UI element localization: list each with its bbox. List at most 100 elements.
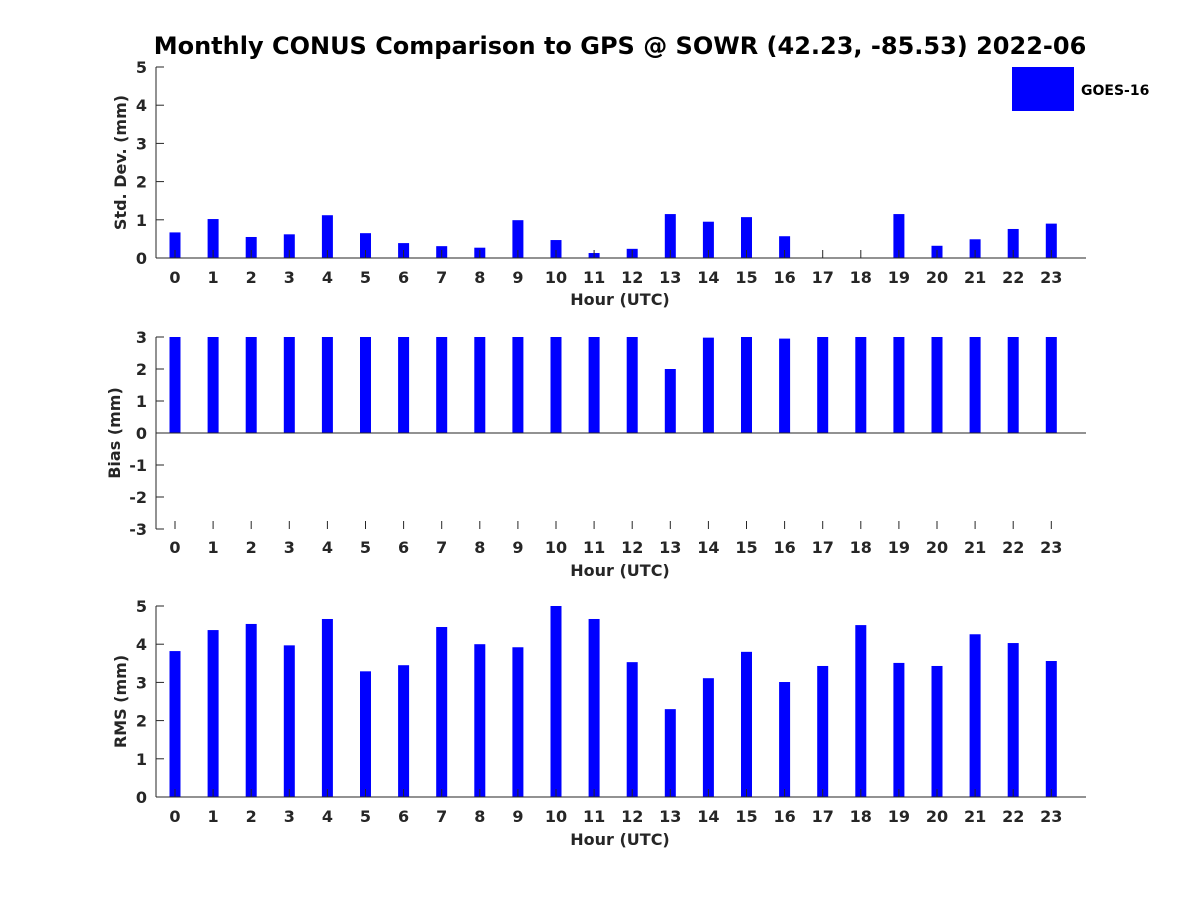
x-tick-label-panel1-14: 14: [697, 268, 719, 287]
bar-panel3-hour-10: [550, 606, 562, 797]
y-tick-label-panel2-0: 0: [136, 424, 147, 443]
x-tick-label-panel1-2: 2: [246, 268, 257, 287]
bar-panel2-hour-8: [474, 337, 486, 433]
x-tick-label-panel1-12: 12: [621, 268, 643, 287]
chart-legend: GOES-16: [1012, 67, 1149, 111]
bar-panel1-hour-0: [169, 232, 181, 258]
x-tick-label-panel3-23: 23: [1040, 807, 1062, 826]
x-tick-label-panel1-22: 22: [1002, 268, 1024, 287]
bar-panel1-hour-19: [893, 214, 905, 258]
x-tick-label-panel3-16: 16: [773, 807, 795, 826]
x-tick-label-panel1-17: 17: [812, 268, 834, 287]
bar-panel3-hour-16: [779, 682, 791, 797]
panel-3: 0 1 2 3 4 5 6 7 8 9 10 11 12 13 14 15 16 17 18 19 20 21 22 2301…: [111, 597, 1086, 849]
x-tick-label-panel3-20: 20: [926, 807, 948, 826]
bar-panel1-hour-15: [741, 217, 752, 258]
bar-panel1-hour-3: [283, 234, 295, 258]
bar-panel3-hour-20: [931, 665, 943, 797]
bar-panel3-hour-23: [1045, 661, 1057, 797]
x-tick-label-panel2-17: 17: [812, 538, 834, 557]
x-tick-label-panel2-8: 8: [474, 538, 485, 557]
bar-panel3-hour-21: [969, 634, 981, 797]
x-tick-label-panel1-13: 13: [659, 268, 681, 287]
x-tick-label-panel2-19: 19: [888, 538, 910, 557]
bar-panel3-hour-15: [741, 651, 752, 797]
x-tick-label-panel3-10: 10: [545, 807, 567, 826]
y-tick-label-panel1-0: 0: [136, 249, 147, 268]
bar-panel2-hour-22: [1007, 337, 1019, 433]
x-tick-label-panel1-16: 16: [773, 268, 795, 287]
y-tick-label-panel3-0: 0: [136, 788, 147, 807]
bar-panel2-hour-11: [588, 337, 600, 433]
x-tick-label-panel2-13: 13: [659, 538, 681, 557]
x-tick-label-panel2-15: 15: [735, 538, 757, 557]
bar-panel2-hour-3: [283, 337, 295, 433]
x-tick-label-panel1-3: 3: [284, 268, 295, 287]
x-tick-label-panel1-10: 10: [545, 268, 567, 287]
x-tick-label-panel3-4: 4: [322, 807, 333, 826]
bar-panel2-hour-6: [398, 337, 410, 433]
bar-panel1-hour-23: [1045, 223, 1057, 258]
bar-panel2-hour-18: [855, 337, 867, 433]
y-tick-label-panel1-4: 4: [136, 96, 147, 115]
x-tick-label-panel3-17: 17: [812, 807, 834, 826]
bar-panel2-hour-16: [779, 338, 791, 433]
x-axis-label-panel-2: Hour (UTC): [570, 561, 670, 580]
bar-panel3-hour-3: [283, 645, 295, 797]
x-tick-label-panel2-7: 7: [436, 538, 447, 557]
y-tick-label-panel3-4: 4: [136, 635, 147, 654]
x-tick-label-panel3-8: 8: [474, 807, 485, 826]
bar-panel2-hour-14: [702, 337, 714, 433]
x-tick-label-panel3-14: 14: [697, 807, 719, 826]
y-tick-label-panel1-5: 5: [136, 58, 147, 77]
y-tick-label-panel3-1: 1: [136, 750, 147, 769]
panel-1: 0 1 2 3 4 5 6 7 8 9 10 11 12 13 14 15 16 17 18 19 20 21 22 2301…: [111, 58, 1086, 309]
x-tick-label-panel2-21: 21: [964, 538, 986, 557]
x-tick-label-panel1-0: 0: [169, 268, 180, 287]
x-tick-label-panel2-14: 14: [697, 538, 719, 557]
bar-panel2-hour-0: [169, 337, 181, 433]
x-tick-label-panel2-12: 12: [621, 538, 643, 557]
bar-panel2-hour-17: [817, 337, 829, 433]
bar-panel2-hour-2: [245, 337, 257, 433]
legend-swatch: [1012, 67, 1074, 111]
x-tick-label-panel3-6: 6: [398, 807, 409, 826]
bar-panel1-hour-1: [207, 219, 219, 258]
y-axis-label-panel-3: RMS (mm): [111, 655, 130, 748]
chart-panels: 0 1 2 3 4 5 6 7 8 9 10 11 12 13 14 15 16 17 18 19 20 21 22 2301…: [105, 58, 1086, 849]
x-tick-label-panel3-2: 2: [246, 807, 257, 826]
bar-panel2-hour-13: [664, 369, 676, 433]
bar-panel2-hour-12: [626, 337, 638, 433]
x-tick-label-panel1-1: 1: [208, 268, 219, 287]
bar-panel3-hour-22: [1007, 643, 1019, 797]
bar-panel3-hour-17: [817, 665, 829, 797]
y-tick-label-panel2-3: 3: [136, 328, 147, 347]
x-tick-label-panel2-11: 11: [583, 538, 605, 557]
x-tick-label-panel3-12: 12: [621, 807, 643, 826]
x-tick-label-panel3-22: 22: [1002, 807, 1024, 826]
y-tick-label-panel2--3: -3: [129, 520, 147, 539]
x-tick-label-panel3-13: 13: [659, 807, 681, 826]
bar-panel1-hour-21: [969, 239, 981, 258]
x-tick-label-panel2-9: 9: [512, 538, 523, 557]
bar-panel1-hour-22: [1007, 228, 1019, 258]
bar-panel2-hour-9: [512, 337, 524, 433]
bar-panel3-hour-2: [245, 623, 257, 797]
x-tick-label-panel1-15: 15: [735, 268, 757, 287]
bar-panel3-hour-6: [398, 665, 410, 797]
bar-panel1-hour-14: [702, 221, 714, 258]
bar-panel2-hour-19: [893, 337, 905, 433]
x-axis-label-panel-1: Hour (UTC): [570, 290, 670, 309]
y-axis-label-panel-2: Bias (mm): [105, 387, 124, 479]
bar-panel1-hour-16: [779, 236, 791, 258]
bar-panel3-hour-7: [436, 627, 448, 797]
x-tick-label-panel3-5: 5: [360, 807, 371, 826]
bar-panel3-hour-19: [893, 662, 905, 797]
bar-panel3-hour-11: [588, 618, 600, 797]
bar-panel1-hour-5: [360, 233, 371, 258]
x-tick-label-panel1-5: 5: [360, 268, 371, 287]
x-tick-label-panel3-21: 21: [964, 807, 986, 826]
x-tick-label-panel2-22: 22: [1002, 538, 1024, 557]
bar-panel3-hour-1: [207, 630, 219, 797]
